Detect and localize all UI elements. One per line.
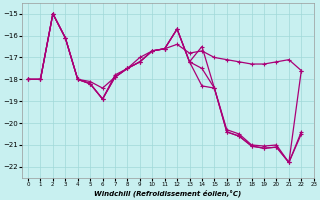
X-axis label: Windchill (Refroidissement éolien,°C): Windchill (Refroidissement éolien,°C) [94,190,241,197]
